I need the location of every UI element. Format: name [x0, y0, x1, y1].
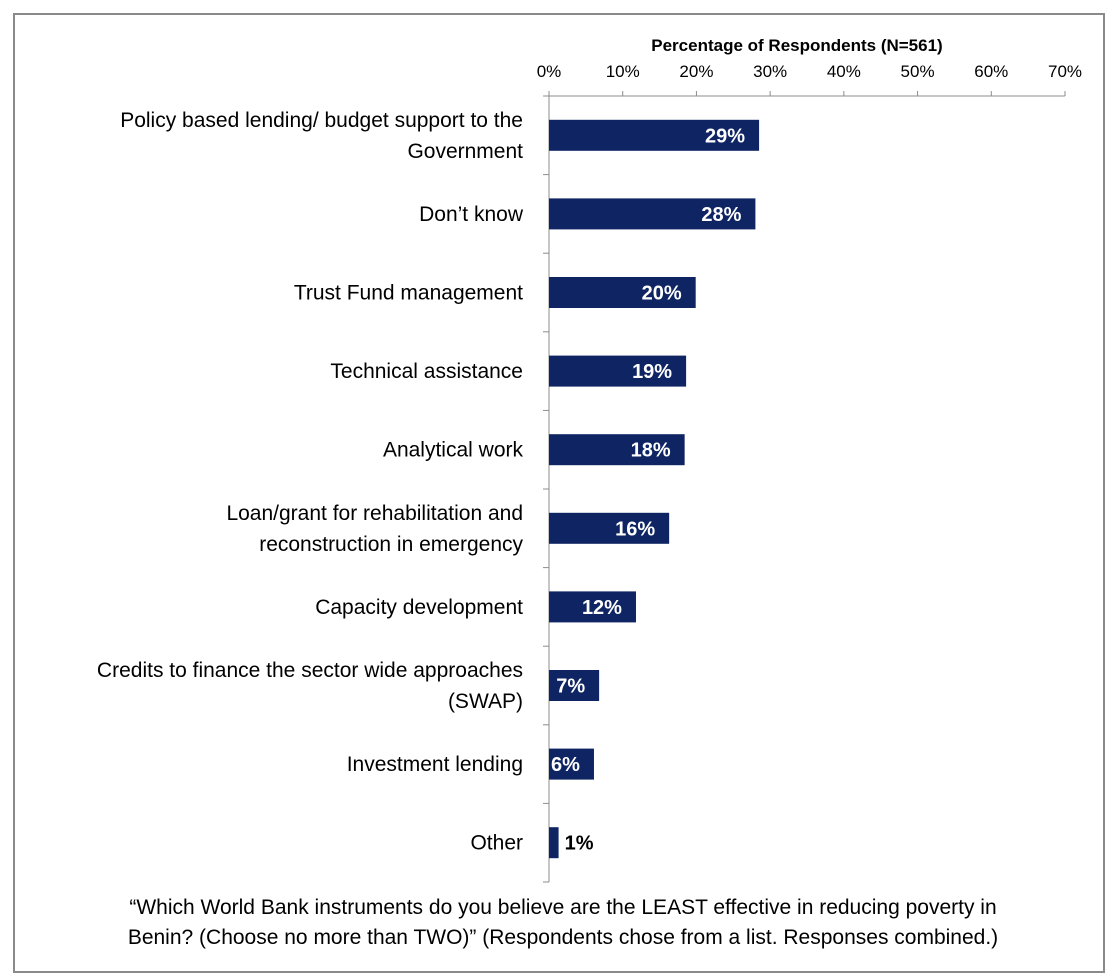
category-label: Policy based lending/ budget support to … [120, 109, 523, 132]
x-tick-label: 50% [901, 62, 935, 81]
x-tick-label: 0% [537, 62, 562, 81]
data-label: 16% [615, 518, 655, 540]
bar [549, 434, 685, 466]
data-label: 19% [632, 361, 672, 383]
category-label: Don’t know [419, 203, 524, 226]
category-label: Capacity development [315, 596, 523, 619]
bar [549, 277, 696, 308]
caption-line-1: “Which World Bank instruments do you bel… [129, 896, 997, 919]
bar [549, 198, 756, 230]
category-label: Government [407, 140, 523, 163]
category-label: Investment lending [347, 753, 523, 776]
data-label: 7% [556, 676, 585, 698]
x-tick-label: 20% [679, 62, 713, 81]
x-tick-label: 30% [753, 62, 787, 81]
data-label: 12% [582, 597, 622, 619]
bar [549, 591, 636, 623]
data-label: 18% [631, 440, 671, 462]
x-tick-label: 60% [974, 62, 1008, 81]
bar [549, 748, 594, 780]
bar [549, 670, 600, 701]
category-label: (SWAP) [448, 690, 523, 713]
category-label: Analytical work [383, 439, 524, 462]
x-tick-label: 40% [827, 62, 861, 81]
category-label: Technical assistance [330, 360, 523, 383]
chart-frame [13, 13, 1105, 973]
data-label: 1% [565, 833, 594, 855]
category-labels: Policy based lending/ budget support to … [97, 109, 524, 855]
question-caption: “Which World Bank instruments do you bel… [20, 893, 1106, 953]
category-label: Other [470, 832, 523, 855]
axis-title: Percentage of Respondents (N=561) [651, 36, 942, 55]
data-label: 6% [551, 754, 580, 776]
category-label: Loan/grant for rehabilitation and [226, 502, 523, 525]
category-label: Credits to finance the sector wide appro… [97, 659, 523, 682]
category-label: reconstruction in emergency [259, 533, 523, 556]
x-tick-label: 10% [606, 62, 640, 81]
caption-line-2: Benin? (Choose no more than TWO)” (Respo… [127, 926, 999, 949]
category-label: Trust Fund management [294, 282, 523, 305]
bar [549, 119, 760, 151]
bar [549, 355, 687, 387]
data-label: 29% [705, 125, 745, 147]
axis: 0% 10% 20% 30% 40% 50% 60% 70% [537, 62, 1082, 883]
bar [549, 827, 559, 859]
bar [549, 512, 670, 544]
data-label: 20% [642, 283, 682, 305]
bars: 29% 28% 20% 19% 18% 16% 12% 7% 6% 1% [549, 119, 760, 859]
data-label: 28% [701, 204, 741, 226]
x-tick-label: 70% [1048, 62, 1082, 81]
